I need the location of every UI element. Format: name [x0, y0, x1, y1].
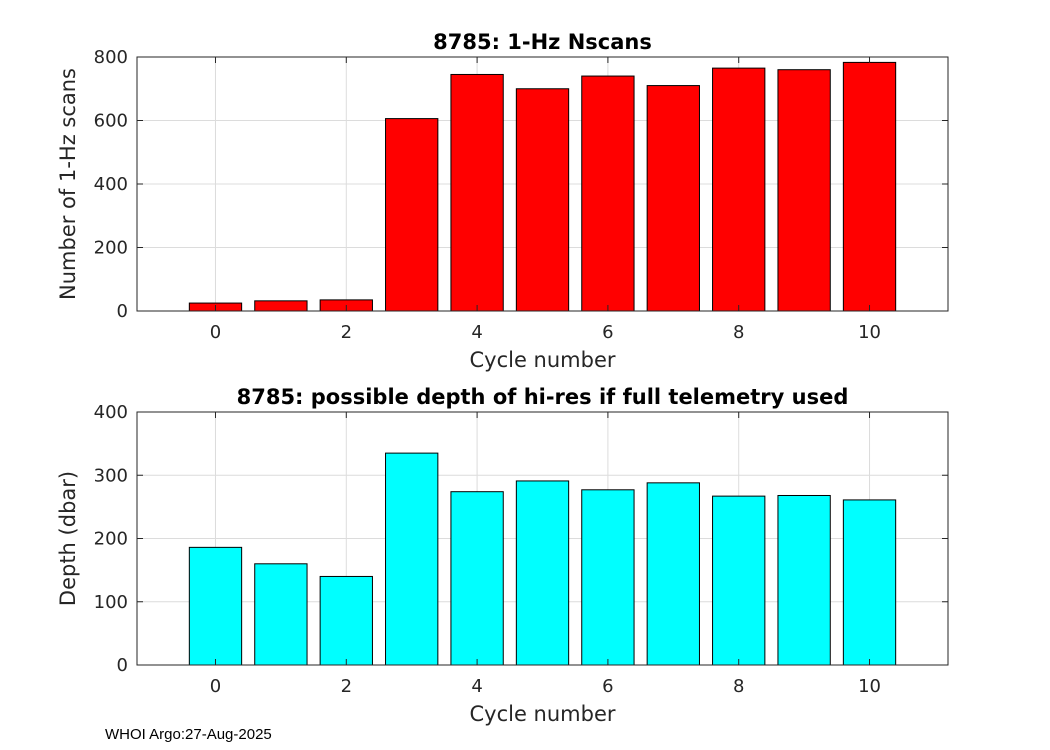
bar-cycle-1 [254, 563, 308, 666]
x-tick-label: 6 [602, 322, 613, 343]
x-tick-label: 2 [341, 676, 352, 697]
bar-cycle-1 [254, 300, 308, 312]
x-tick-label: 2 [341, 322, 352, 343]
chart-title: 8785: possible depth of hi-res if full t… [237, 385, 849, 409]
bar-cycle-5 [515, 480, 570, 666]
chart-title: 8785: 1-Hz Nscans [433, 30, 652, 54]
x-axis-label: Cycle number [469, 702, 615, 726]
x-axis-label: Cycle number [469, 348, 615, 372]
bar-cycle-4 [450, 491, 504, 666]
y-tick-label: 200 [94, 238, 128, 259]
y-tick-label: 0 [117, 655, 128, 676]
x-tick-label: 8 [733, 322, 744, 343]
bar-cycle-10 [842, 61, 897, 312]
y-tick-label: 400 [94, 402, 128, 423]
chart-panel-1: 0 2 4 6 8 10 0 200 400 600 800 8785: 1-Hz Nscans Cyc… [56, 30, 949, 372]
y-tick-label: 400 [94, 174, 128, 195]
bar-cycle-10 [842, 499, 897, 666]
bar-cycle-3 [385, 452, 439, 666]
footer-credit: WHOI Argo:27-Aug-2025 [105, 726, 272, 743]
bar-cycle-2 [319, 575, 373, 666]
y-axis-label: Number of 1-Hz scans [56, 68, 80, 300]
bar-cycle-8 [712, 495, 766, 666]
bar-cycle-7 [646, 85, 700, 312]
bar-cycle-3 [385, 118, 439, 312]
bar-cycle-9 [777, 69, 831, 312]
y-tick-label: 800 [94, 47, 128, 68]
bar-cycle-6 [581, 75, 635, 312]
x-tick-label: 6 [602, 676, 613, 697]
x-tick-label: 4 [471, 322, 482, 343]
x-tick-label: 4 [471, 676, 482, 697]
bar-cycle-9 [777, 494, 831, 666]
bar-cycle-4 [450, 73, 504, 312]
y-tick-label: 0 [117, 301, 128, 322]
bar-cycle-0 [188, 546, 243, 666]
bar-cycle-8 [712, 67, 766, 312]
bar-cycle-5 [515, 88, 570, 312]
y-tick-label: 100 [94, 592, 128, 613]
x-tick-label: 0 [210, 322, 221, 343]
bar-cycle-7 [646, 482, 700, 666]
x-tick-label: 10 [858, 676, 881, 697]
x-tick-label: 10 [858, 322, 881, 343]
y-tick-label: 600 [94, 111, 128, 132]
y-axis-label: Depth (dbar) [56, 471, 80, 606]
bar-cycle-6 [581, 489, 635, 666]
x-tick-label: 0 [210, 676, 221, 697]
y-tick-label: 200 [94, 529, 128, 550]
y-tick-label: 300 [94, 465, 128, 486]
x-tick-label: 8 [733, 676, 744, 697]
